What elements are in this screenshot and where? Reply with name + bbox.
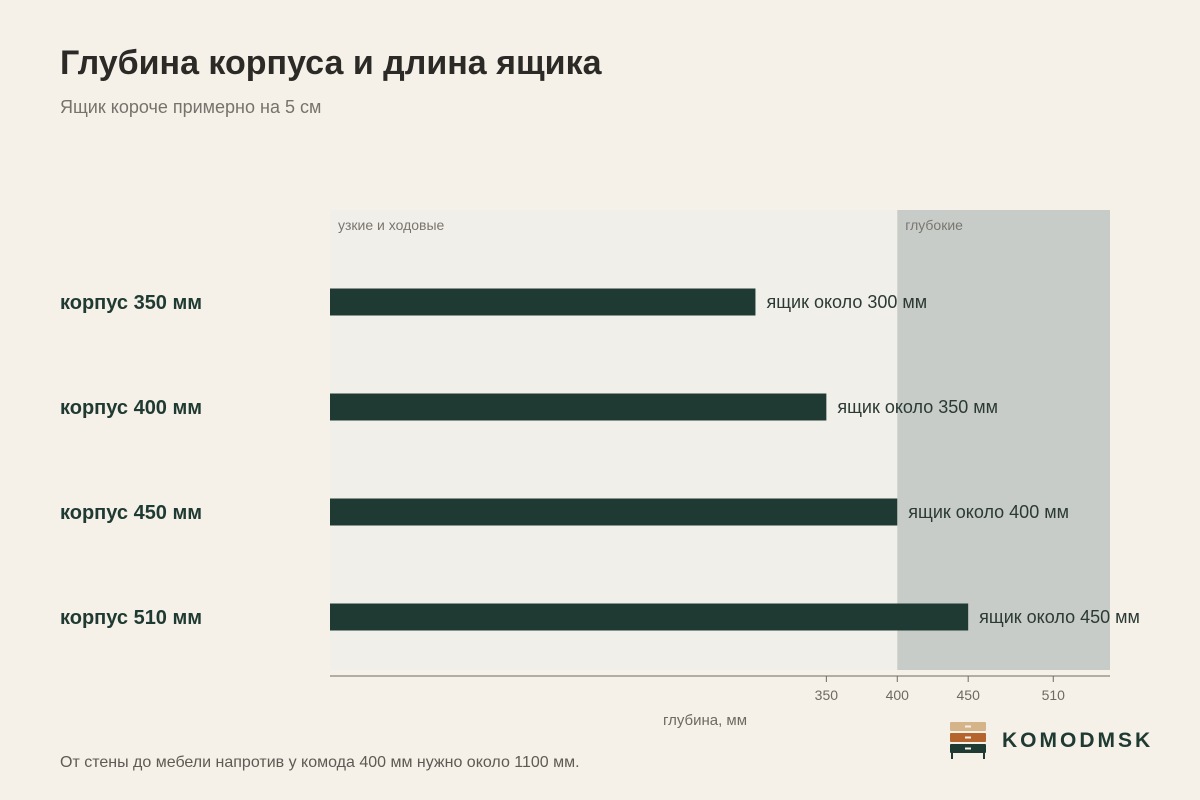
category-label: корпус 450 мм [60,502,202,524]
category-label: корпус 510 мм [60,607,202,629]
zone-background [330,210,898,670]
category-label: корпус 400 мм [60,397,202,419]
bar [330,603,969,631]
page-title: Глубина корпуса и длина ящика [60,44,602,82]
zone-background [897,210,1110,670]
brand-logo: KOMODMSK [950,722,1153,760]
x-axis-label: глубина, мм [663,712,747,729]
x-tick-label: 400 [886,687,910,703]
zone-label: глубокие [905,217,963,233]
x-tick-label: 510 [1042,687,1066,703]
category-label: корпус 350 мм [60,292,202,314]
x-tick-label: 350 [815,687,839,703]
brand-name: KOMODMSK [1002,729,1154,752]
bar [330,393,827,421]
x-tick-label: 450 [957,687,981,703]
data-label: ящик около 400 мм [908,502,1069,522]
data-label: ящик около 450 мм [979,607,1140,627]
chest-of-drawers-icon [950,722,986,759]
data-label: ящик около 300 мм [766,292,927,312]
zone-label: узкие и ходовые [338,217,445,233]
bar [330,498,898,526]
page-subtitle: Ящик короче примерно на 5 см [60,97,322,117]
bar [330,288,756,316]
footnote: От стены до мебели напротив у комода 400… [60,754,580,771]
data-label: ящик около 350 мм [837,397,998,417]
